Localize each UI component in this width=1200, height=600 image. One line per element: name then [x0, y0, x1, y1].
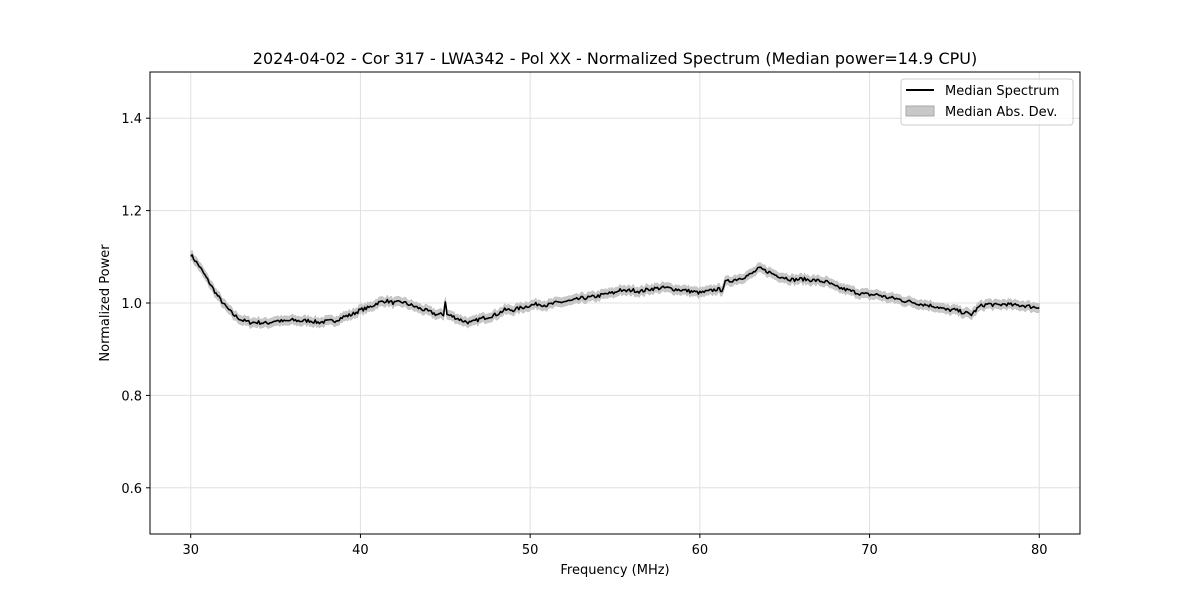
median-abs-dev-band	[190, 249, 1040, 330]
y-axis-ticks: 0.6 0.8 1.0 1.2 1.4	[121, 112, 150, 497]
x-tick-label: 80	[1031, 543, 1048, 558]
median-spectrum-line	[190, 254, 1040, 326]
y-tick-label: 1.4	[121, 112, 142, 127]
legend-median-spectrum-label: Median Spectrum	[945, 84, 1059, 99]
x-axis-ticks: 30 40 50 60 70 80	[182, 534, 1048, 558]
y-tick-label: 1.0	[121, 297, 142, 312]
y-tick-label: 1.2	[121, 205, 142, 220]
x-tick-label: 60	[692, 543, 709, 558]
legend: Median Spectrum Median Abs. Dev.	[900, 78, 1074, 126]
legend-box	[900, 78, 1074, 126]
y-tick-label: 0.6	[121, 482, 142, 497]
legend-median-abs-dev-label: Median Abs. Dev.	[945, 105, 1057, 120]
y-axis-label: Normalized Power	[98, 244, 113, 362]
median-spectrum-series	[190, 254, 1040, 326]
median-abs-dev-area	[190, 249, 1040, 330]
x-axis-label: Frequency (MHz)	[560, 563, 669, 578]
x-tick-label: 30	[182, 543, 199, 558]
x-tick-label: 50	[522, 543, 539, 558]
x-tick-label: 40	[352, 543, 369, 558]
y-tick-label: 0.8	[121, 389, 142, 404]
x-tick-label: 70	[861, 543, 878, 558]
legend-median-abs-dev-swatch	[905, 105, 935, 117]
chart-title: 2024-04-02 - Cor 317 - LWA342 - Pol XX -…	[253, 49, 977, 68]
